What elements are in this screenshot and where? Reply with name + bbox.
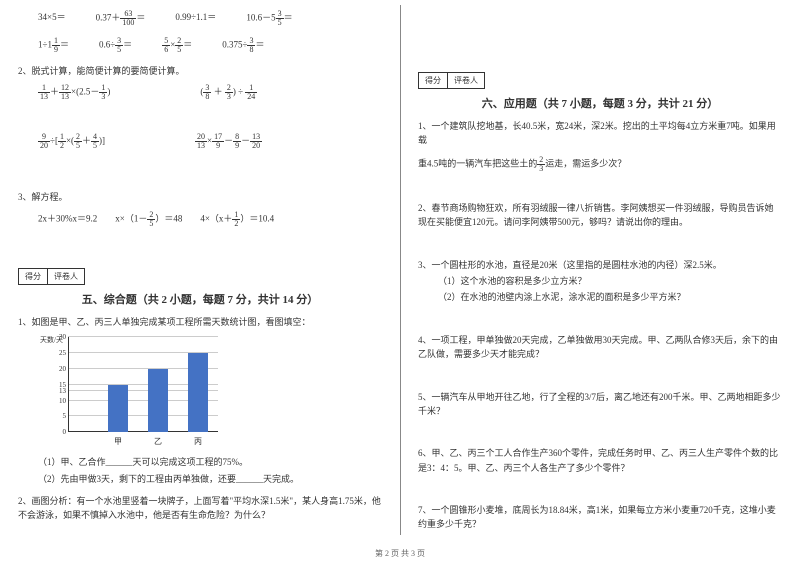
q2-exprs-2: 920÷[12×(25＋45)] 2013×179－89－1320 — [18, 133, 382, 150]
expr: 1÷119＝ — [38, 37, 69, 54]
r-q1a: 1、一个建筑队挖地基，长40.5米，宽24米，深2米。挖出的土平均每4立方米重7… — [418, 119, 782, 148]
expr: 0.375÷38＝ — [222, 37, 264, 54]
bar-甲 — [108, 385, 128, 433]
s5-q2: 2、画图分析：有一个水池里竖着一块牌子，上面写着"平均水深1.5米"，某人身高1… — [18, 494, 382, 523]
expr: 34×5＝ — [38, 10, 66, 27]
score-label: 得分 — [419, 73, 448, 88]
r-q7: 7、一个圆锥形小麦堆，底周长为18.84米，高1米，如果每立方米小麦重720千克… — [418, 503, 782, 532]
expr: 113＋1213×(2.5－13) — [38, 84, 110, 101]
right-column: 得分 评卷人 六、应用题（共 7 小题，每题 3 分，共计 21 分） 1、一个… — [400, 0, 800, 565]
expr: 920÷[12×(25＋45)] — [38, 133, 105, 150]
page-footer: 第 2 页 共 3 页 — [0, 548, 800, 559]
bar-chart: 天数/天05101315202530甲乙丙 — [18, 337, 382, 447]
math-row-2: 1÷119＝ 0.6÷35＝ 56×25＝ 0.375÷38＝ — [18, 37, 382, 54]
s5-q1-sub1: （1）甲、乙合作______天可以完成这项工程的75%。 — [18, 455, 382, 469]
section6-title: 六、应用题（共 7 小题，每题 3 分，共计 21 分） — [418, 95, 782, 111]
grader-label: 评卷人 — [48, 269, 84, 284]
bar-乙 — [148, 369, 168, 432]
r-q2: 2、春节商场购物狂欢，所有羽绒服一律八折销售。李阿姨想买一件羽绒服，导购员告诉她… — [418, 201, 782, 230]
r-q5: 5、一辆汽车从甲地开往乙地，行了全程的3/7后，离乙地还有200千米。甲、乙两地… — [418, 390, 782, 419]
section6-header: 得分 评卷人 — [418, 72, 782, 89]
expr: (38 ＋ 23) ÷ 124 — [200, 84, 257, 101]
r-q4: 4、一项工程，甲单独做20天完成，乙单独做用30天完成。甲、乙两队合修3天后，余… — [418, 333, 782, 362]
section5-header: 得分 评卷人 — [18, 268, 382, 285]
s5-q1-sub2: （2）先由甲做3天，剩下的工程由丙单独做，还要______天完成。 — [18, 472, 382, 486]
r-q3-sub2: （2）在水池的池壁内涂上水泥，涂水泥的面积是多少平方米？ — [418, 290, 782, 304]
expr: 56×25＝ — [162, 37, 192, 54]
q2-exprs-1: 113＋1213×(2.5－13) (38 ＋ 23) ÷ 124 — [18, 84, 382, 101]
q3-title: 3、解方程。 — [18, 190, 382, 204]
bar-丙 — [188, 353, 208, 432]
expr: 0.99÷1.1＝ — [175, 10, 216, 27]
r-q3: 3、一个圆柱形的水池，直径是20米（这里指的是圆柱水池的内径）深2.5米。 — [418, 258, 782, 272]
q2-title: 2、脱式计算，能简便计算的要简便计算。 — [18, 64, 382, 78]
expr: 10.6－535＝ — [246, 10, 292, 27]
expr: 2013×179－89－1320 — [195, 133, 262, 150]
section5-title: 五、综合题（共 2 小题，每题 7 分，共计 14 分） — [18, 291, 382, 307]
q3-exprs: 2x＋30%x＝9.2 x×（1－25）＝48 4×（x＋12）＝10.4 — [18, 211, 382, 228]
left-column: 34×5＝ 0.37＋63100＝ 0.99÷1.1＝ 10.6－535＝ 1÷… — [0, 0, 400, 565]
score-box: 得分 评卷人 — [418, 72, 485, 89]
r-q3-sub1: （1）这个水池的容积是多少立方米？ — [418, 274, 782, 288]
expr: 0.6÷35＝ — [99, 37, 132, 54]
r-q1b: 重4.5吨的一辆汽车把这些土的23运走，需运多少次？ — [418, 156, 782, 173]
score-box: 得分 评卷人 — [18, 268, 85, 285]
r-q6: 6、甲、乙、丙三个工人合作生产360个零件，完成任务时甲、乙、丙三人生产零件个数… — [418, 446, 782, 475]
s5-q1: 1、如图是甲、乙、丙三人单独完成某项工程所需天数统计图，看图填空： — [18, 315, 382, 329]
grader-label: 评卷人 — [448, 73, 484, 88]
math-row-1: 34×5＝ 0.37＋63100＝ 0.99÷1.1＝ 10.6－535＝ — [18, 10, 382, 27]
expr: 0.37＋63100＝ — [96, 10, 146, 27]
score-label: 得分 — [19, 269, 48, 284]
